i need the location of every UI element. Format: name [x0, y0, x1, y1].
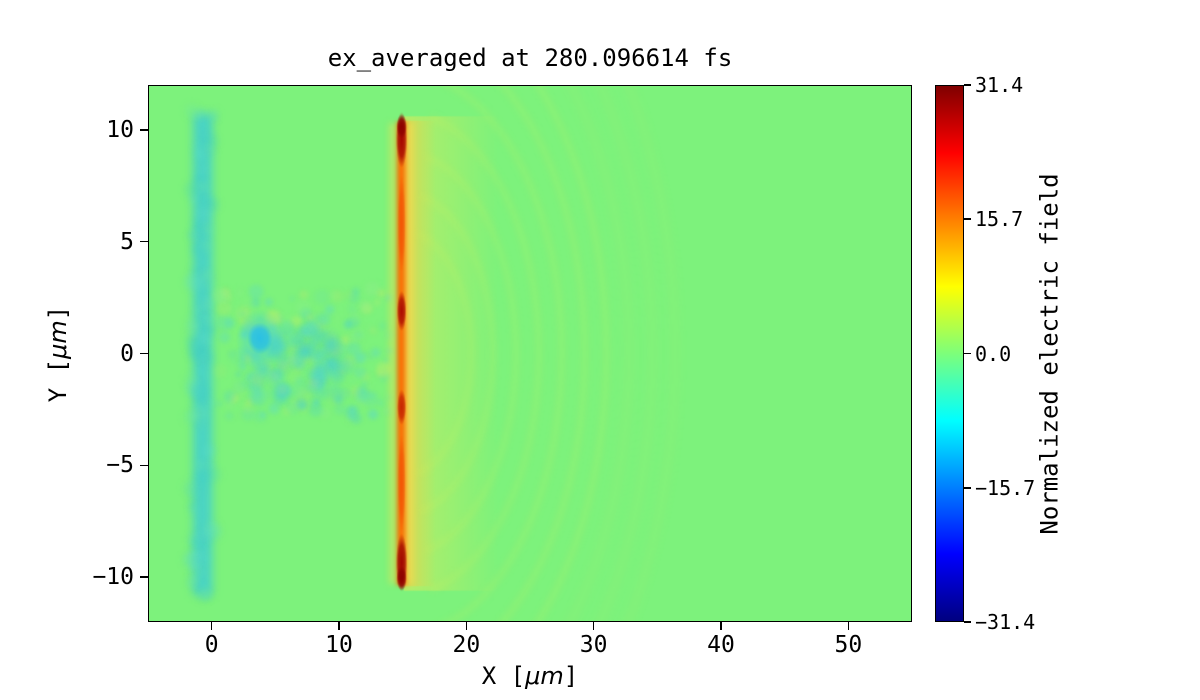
x-axis-label: X [μm]	[148, 662, 912, 690]
y-tick	[140, 464, 148, 467]
y-tick	[140, 240, 148, 243]
colorbar-tick	[964, 486, 971, 489]
x-tick-label: 40	[707, 632, 735, 658]
y-tick-label: −5	[106, 452, 134, 479]
colorbar-tick-label: 31.4	[975, 73, 1024, 97]
x-tick-label: 10	[325, 632, 353, 658]
y-tick-label: −10	[92, 564, 134, 591]
x-tick	[592, 622, 595, 630]
x-tick	[847, 622, 850, 630]
colorbar-tick	[964, 352, 971, 355]
y-tick	[140, 352, 148, 355]
colorbar-tick	[964, 621, 971, 623]
y-axis-label-close: ]	[44, 305, 72, 320]
x-tick	[465, 622, 468, 630]
chart-title: ex_averaged at 280.096614 fs	[327, 44, 733, 72]
heatmap-canvas	[148, 85, 912, 622]
colorbar-tick	[964, 218, 971, 221]
x-tick-label: 30	[579, 632, 608, 658]
colorbar-tick	[964, 84, 971, 86]
colorbar-tick-label: −31.4	[975, 610, 1036, 634]
y-tick-label: 10	[106, 116, 134, 143]
x-tick-label: 20	[452, 632, 481, 658]
colorbar-tick-label: 15.7	[975, 207, 1024, 232]
x-axis-label-unit: μm	[525, 662, 564, 690]
y-tick	[140, 128, 148, 131]
colorbar	[935, 85, 964, 622]
y-tick-label: 0	[120, 340, 134, 367]
x-tick-label: 50	[834, 632, 863, 658]
y-tick-label: 5	[120, 228, 134, 255]
x-tick	[338, 622, 340, 630]
colorbar-tick-label: 0.0	[975, 341, 1012, 366]
x-tick	[720, 622, 722, 630]
x-axis-label-text: X [	[481, 662, 526, 690]
y-tick	[140, 576, 148, 579]
colorbar-tick-label: −15.7	[975, 475, 1036, 500]
x-axis-label-close: ]	[563, 662, 579, 690]
x-tick-label: 0	[204, 632, 219, 658]
x-tick	[210, 622, 213, 630]
